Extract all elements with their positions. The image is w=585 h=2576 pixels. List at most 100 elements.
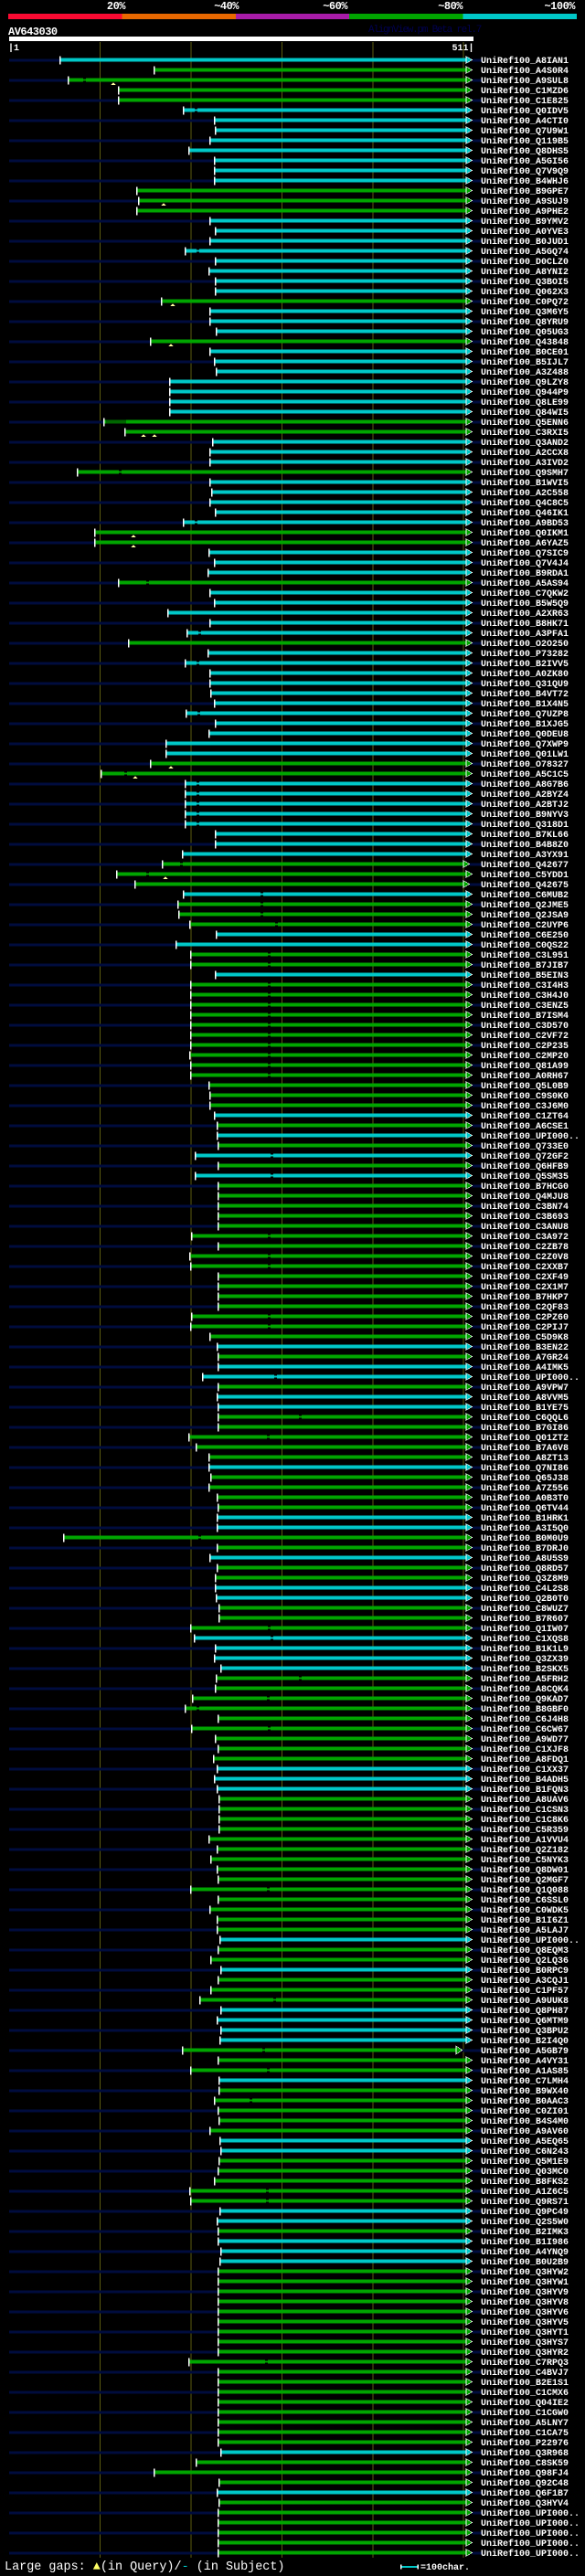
svg-text:UniRef100_A3I5Q0: UniRef100_A3I5Q0 bbox=[481, 1523, 569, 1534]
svg-text:UniRef100_Q5SM35: UniRef100_Q5SM35 bbox=[481, 1171, 569, 1182]
svg-text:UniRef100_Q733E0: UniRef100_Q733E0 bbox=[481, 1141, 569, 1152]
svg-text:UniRef100_A5GI56: UniRef100_A5GI56 bbox=[481, 156, 569, 167]
svg-text:UniRef100_A4VY31: UniRef100_A4VY31 bbox=[481, 2056, 569, 2067]
svg-text:UniRef100_B9NYV3: UniRef100_B9NYV3 bbox=[481, 810, 569, 821]
svg-text:UniRef100_B1XJG5: UniRef100_B1XJG5 bbox=[481, 719, 569, 730]
svg-text:UniRef100_C2XXB7: UniRef100_C2XXB7 bbox=[481, 1262, 569, 1273]
svg-text:UniRef100_Q8PH87: UniRef100_Q8PH87 bbox=[481, 2006, 569, 2017]
svg-text:~60%: ~60% bbox=[323, 0, 348, 13]
svg-text:UniRef100_A3PFA1: UniRef100_A3PFA1 bbox=[481, 629, 569, 640]
svg-text:UniRef100_Q84WI5: UniRef100_Q84WI5 bbox=[481, 408, 569, 419]
svg-text:UniRef100_Q2MGF7: UniRef100_Q2MGF7 bbox=[481, 1875, 569, 1886]
svg-text:UniRef100_A8FDQ1: UniRef100_A8FDQ1 bbox=[481, 1754, 569, 1765]
svg-text:UniRef100_Q7XWP9: UniRef100_Q7XWP9 bbox=[481, 739, 569, 750]
svg-text:UniRef100_Q8YRU9: UniRef100_Q8YRU9 bbox=[481, 317, 569, 328]
svg-text:UniRef100_C3J6M0: UniRef100_C3J6M0 bbox=[481, 1101, 569, 1112]
svg-text:UniRef100_B1WVI5: UniRef100_B1WVI5 bbox=[481, 478, 569, 489]
svg-text:UniRef100_Q8EQM3: UniRef100_Q8EQM3 bbox=[481, 1945, 569, 1956]
svg-text:UniRef100_C6SSL0: UniRef100_C6SSL0 bbox=[481, 1895, 569, 1906]
svg-text:UniRef100_C1ZT64: UniRef100_C1ZT64 bbox=[481, 1111, 569, 1122]
svg-text:UniRef100_Q3HYV5: UniRef100_Q3HYV5 bbox=[481, 2317, 569, 2328]
svg-text:UniRef100_A9SUJ9: UniRef100_A9SUJ9 bbox=[481, 196, 569, 207]
svg-text:UniRef100_A8U5S9: UniRef100_A8U5S9 bbox=[481, 1553, 569, 1564]
svg-text:UniRef100_Q9KAD7: UniRef100_Q9KAD7 bbox=[481, 1694, 569, 1705]
svg-text:UniRef100_A1VVU4: UniRef100_A1VVU4 bbox=[481, 1835, 569, 1846]
svg-text:UniRef100_B1K1L9: UniRef100_B1K1L9 bbox=[481, 1644, 569, 1655]
svg-text:UniRef100_C3L951: UniRef100_C3L951 bbox=[481, 950, 569, 961]
svg-text:UniRef100_Q8DHS5: UniRef100_Q8DHS5 bbox=[481, 146, 569, 157]
svg-text:UniRef100_Q0IDV5: UniRef100_Q0IDV5 bbox=[481, 106, 569, 117]
svg-text:UniRef100_B0M0U9: UniRef100_B0M0U9 bbox=[481, 1533, 569, 1544]
svg-text:UniRef100_Q4C8C5: UniRef100_Q4C8C5 bbox=[481, 498, 569, 509]
svg-text:UniRef100_Q98FJ4: UniRef100_Q98FJ4 bbox=[481, 2468, 569, 2479]
svg-text:UniRef100_A8ZT13: UniRef100_A8ZT13 bbox=[481, 1453, 569, 1464]
svg-text:UniRef100_A6CSE1: UniRef100_A6CSE1 bbox=[481, 1121, 569, 1132]
svg-text:UniRef100_UPI000..: UniRef100_UPI000.. bbox=[481, 2518, 580, 2529]
svg-text:511|: 511| bbox=[452, 43, 473, 54]
svg-text:UniRef100_Q65J38: UniRef100_Q65J38 bbox=[481, 1473, 569, 1484]
svg-text:UniRef100_C7LMH4: UniRef100_C7LMH4 bbox=[481, 2076, 569, 2087]
svg-text:UniRef100_Q2LQ36: UniRef100_Q2LQ36 bbox=[481, 1956, 569, 1966]
svg-text:UniRef100_A3YX91: UniRef100_A3YX91 bbox=[481, 850, 569, 861]
svg-text:UniRef100_B1I6Z1: UniRef100_B1I6Z1 bbox=[481, 1915, 569, 1926]
svg-text:UniRef100_Q3HYV4: UniRef100_Q3HYV4 bbox=[481, 2498, 569, 2509]
svg-text:UniRef100_C2X1M7: UniRef100_C2X1M7 bbox=[481, 1282, 569, 1293]
svg-text:UniRef100_C1XX37: UniRef100_C1XX37 bbox=[481, 1765, 569, 1776]
svg-text:UniRef100_B4ADH5: UniRef100_B4ADH5 bbox=[481, 1775, 569, 1786]
svg-text:UniRef100_UPI000..: UniRef100_UPI000.. bbox=[481, 1935, 580, 1946]
svg-text:UniRef100_B7HCG0: UniRef100_B7HCG0 bbox=[481, 1182, 569, 1193]
svg-text:UniRef100_Q3HYV6: UniRef100_Q3HYV6 bbox=[481, 2307, 569, 2318]
svg-text:UniRef100_O78327: UniRef100_O78327 bbox=[481, 759, 569, 770]
svg-text:UniRef100_Q3R968: UniRef100_Q3R968 bbox=[481, 2448, 569, 2459]
svg-text:UniRef100_B8FKS2: UniRef100_B8FKS2 bbox=[481, 2177, 569, 2188]
svg-text:UniRef100_A3IVD2: UniRef100_A3IVD2 bbox=[481, 458, 569, 469]
svg-text:UniRef100_Q8DW01: UniRef100_Q8DW01 bbox=[481, 1865, 569, 1876]
svg-text:UniRef100_Q5ENN6: UniRef100_Q5ENN6 bbox=[481, 418, 569, 429]
svg-text:UniRef100_C6E250: UniRef100_C6E250 bbox=[481, 930, 569, 941]
svg-text:UniRef100_C0QS22: UniRef100_C0QS22 bbox=[481, 940, 569, 951]
svg-text:UniRef100_Q3ZX39: UniRef100_Q3ZX39 bbox=[481, 1654, 569, 1665]
svg-text:UniRef100_C8SK59: UniRef100_C8SK59 bbox=[481, 2458, 569, 2469]
svg-text:UniRef100_A2BTJ2: UniRef100_A2BTJ2 bbox=[481, 800, 569, 811]
svg-text:UniRef100_Q8RD57: UniRef100_Q8RD57 bbox=[481, 1564, 569, 1574]
svg-text:UniRef100_B7GI86: UniRef100_B7GI86 bbox=[481, 1423, 569, 1434]
svg-text:UniRef100_B7HKP7: UniRef100_B7HKP7 bbox=[481, 1292, 569, 1303]
svg-text:UniRef100_B1FQN3: UniRef100_B1FQN3 bbox=[481, 1785, 569, 1796]
svg-text:UniRef100_P73282: UniRef100_P73282 bbox=[481, 649, 569, 660]
svg-text:UniRef100_B1I986: UniRef100_B1I986 bbox=[481, 2237, 569, 2248]
svg-text:UniRef100_B0CE01: UniRef100_B0CE01 bbox=[481, 347, 569, 358]
svg-text:UniRef100_B8HK71: UniRef100_B8HK71 bbox=[481, 619, 569, 630]
svg-text:UniRef100_A5GB79: UniRef100_A5GB79 bbox=[481, 2046, 569, 2057]
svg-text:UniRef100_C1E825: UniRef100_C1E825 bbox=[481, 96, 569, 107]
svg-text:UniRef100_B7ISM4: UniRef100_B7ISM4 bbox=[481, 1011, 569, 1022]
svg-text:UniRef100_C2Z0V8: UniRef100_C2Z0V8 bbox=[481, 1252, 569, 1263]
svg-text:UniRef100_B1X4N5: UniRef100_B1X4N5 bbox=[481, 699, 569, 710]
svg-text:UniRef100_B2IVV5: UniRef100_B2IVV5 bbox=[481, 659, 569, 670]
svg-text:UniRef100_Q3HYW1: UniRef100_Q3HYW1 bbox=[481, 2277, 569, 2288]
svg-text:UniRef100_C2UYP6: UniRef100_C2UYP6 bbox=[481, 920, 569, 931]
svg-text:UniRef100_B9GPE7: UniRef100_B9GPE7 bbox=[481, 186, 569, 197]
svg-text:UniRef100_B1YE75: UniRef100_B1YE75 bbox=[481, 1403, 569, 1414]
svg-text:UniRef100_C3I4H3: UniRef100_C3I4H3 bbox=[481, 981, 569, 991]
svg-text:UniRef100_B8GBF0: UniRef100_B8GBF0 bbox=[481, 1704, 569, 1715]
svg-text:UniRef100_C7RPQ3: UniRef100_C7RPQ3 bbox=[481, 2358, 569, 2369]
svg-text:UniRef100_B0JUD1: UniRef100_B0JUD1 bbox=[481, 237, 569, 248]
svg-text:UniRef100_C2PZ60: UniRef100_C2PZ60 bbox=[481, 1312, 569, 1323]
svg-text:UniRef100_C1CA75: UniRef100_C1CA75 bbox=[481, 2428, 569, 2439]
svg-text:UniRef100_C3H4J0: UniRef100_C3H4J0 bbox=[481, 991, 569, 1002]
svg-text:UniRef100_C1MZD6: UniRef100_C1MZD6 bbox=[481, 86, 569, 97]
svg-text:UniRef100_A1AS85: UniRef100_A1AS85 bbox=[481, 2066, 569, 2077]
svg-text:UniRef100_B3EN22: UniRef100_B3EN22 bbox=[481, 1342, 569, 1353]
svg-text:UniRef100_A4IMK5: UniRef100_A4IMK5 bbox=[481, 1362, 569, 1373]
svg-text:UniRef100_B2SKX5: UniRef100_B2SKX5 bbox=[481, 1664, 569, 1675]
svg-text:UniRef100_C1C8K6: UniRef100_C1C8K6 bbox=[481, 1815, 569, 1826]
svg-text:UniRef100_C2XF49: UniRef100_C2XF49 bbox=[481, 1272, 569, 1283]
svg-text:UniRef100_B4B8Z0: UniRef100_B4B8Z0 bbox=[481, 840, 569, 851]
svg-text:UniRef100_Q3BPU2: UniRef100_Q3BPU2 bbox=[481, 2026, 569, 2037]
svg-text:UniRef100_Q9PC49: UniRef100_Q9PC49 bbox=[481, 2207, 569, 2218]
svg-text:UniRef100_A5EQ65: UniRef100_A5EQ65 bbox=[481, 2136, 569, 2147]
svg-text:UniRef100_B0RPC9: UniRef100_B0RPC9 bbox=[481, 1966, 569, 1977]
svg-text:UniRef100_C4L2S8: UniRef100_C4L2S8 bbox=[481, 1584, 569, 1595]
svg-text:UniRef100_B2IMK3: UniRef100_B2IMK3 bbox=[481, 2227, 569, 2238]
svg-text:UniRef100_A5C1C5: UniRef100_A5C1C5 bbox=[481, 769, 569, 780]
